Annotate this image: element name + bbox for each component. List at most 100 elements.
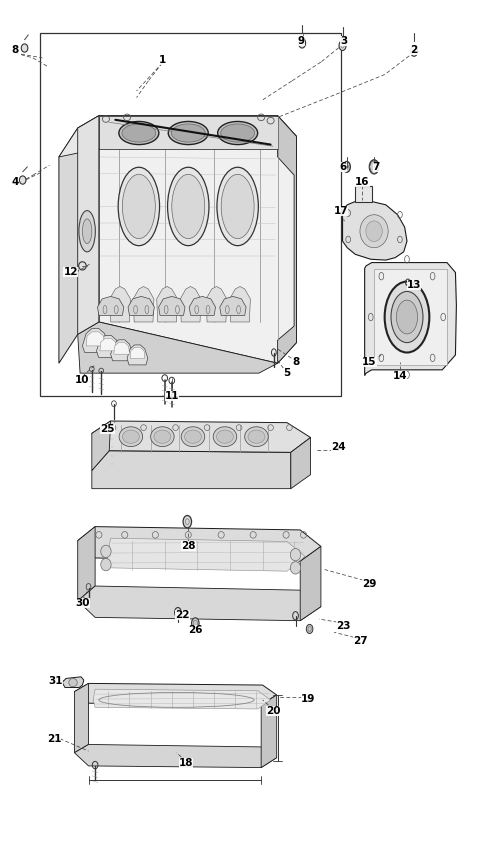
Ellipse shape	[221, 174, 254, 238]
Ellipse shape	[168, 168, 209, 246]
Text: 2: 2	[410, 45, 418, 55]
Text: 5: 5	[283, 368, 291, 378]
Polygon shape	[158, 296, 185, 316]
Ellipse shape	[306, 625, 313, 633]
Ellipse shape	[217, 121, 258, 145]
Ellipse shape	[290, 562, 300, 574]
Text: 15: 15	[362, 357, 377, 366]
Polygon shape	[108, 538, 305, 571]
Polygon shape	[97, 296, 124, 316]
Text: 22: 22	[175, 610, 190, 620]
Polygon shape	[93, 689, 271, 709]
Text: 31: 31	[48, 676, 63, 686]
Ellipse shape	[122, 430, 139, 443]
Text: 27: 27	[353, 637, 367, 647]
Text: 16: 16	[355, 177, 370, 187]
Polygon shape	[74, 744, 276, 768]
Polygon shape	[86, 332, 105, 346]
Ellipse shape	[171, 124, 205, 142]
Text: 24: 24	[332, 442, 346, 452]
Polygon shape	[78, 526, 321, 562]
Ellipse shape	[175, 607, 181, 617]
Text: 14: 14	[393, 370, 407, 381]
Polygon shape	[74, 684, 276, 705]
Polygon shape	[78, 115, 99, 334]
Text: 20: 20	[265, 706, 280, 717]
Polygon shape	[62, 677, 84, 688]
Polygon shape	[99, 115, 297, 363]
Text: 13: 13	[407, 280, 421, 290]
Polygon shape	[59, 115, 99, 363]
Ellipse shape	[69, 679, 77, 687]
Polygon shape	[78, 586, 321, 621]
Text: 6: 6	[340, 162, 347, 172]
Text: 29: 29	[362, 579, 376, 589]
Ellipse shape	[293, 611, 299, 620]
Ellipse shape	[192, 618, 199, 628]
Text: 30: 30	[75, 598, 90, 608]
Text: 8: 8	[293, 357, 300, 366]
Ellipse shape	[151, 427, 174, 446]
Ellipse shape	[366, 221, 382, 242]
Text: 19: 19	[301, 694, 315, 704]
Text: 9: 9	[298, 36, 305, 46]
Polygon shape	[128, 296, 155, 316]
Text: 1: 1	[159, 55, 166, 65]
Ellipse shape	[183, 515, 192, 528]
Ellipse shape	[181, 427, 205, 446]
Polygon shape	[114, 343, 130, 354]
Bar	[355, 186, 372, 202]
Text: 23: 23	[336, 621, 351, 631]
Ellipse shape	[339, 40, 346, 51]
Text: 28: 28	[181, 541, 195, 552]
Ellipse shape	[172, 174, 204, 238]
Text: 26: 26	[188, 625, 203, 635]
Ellipse shape	[343, 162, 350, 173]
Polygon shape	[300, 546, 321, 621]
Ellipse shape	[221, 124, 254, 142]
Polygon shape	[96, 335, 120, 358]
Polygon shape	[180, 286, 201, 322]
Ellipse shape	[101, 545, 111, 557]
Polygon shape	[92, 421, 110, 471]
Polygon shape	[110, 286, 131, 322]
Polygon shape	[277, 115, 297, 363]
Text: 12: 12	[63, 268, 78, 278]
Ellipse shape	[118, 168, 159, 246]
Ellipse shape	[19, 176, 26, 184]
Polygon shape	[99, 115, 277, 149]
Text: 4: 4	[12, 177, 19, 187]
Ellipse shape	[101, 558, 111, 571]
Ellipse shape	[168, 121, 208, 145]
Polygon shape	[127, 345, 148, 365]
Polygon shape	[229, 286, 251, 322]
Ellipse shape	[122, 174, 156, 238]
Polygon shape	[92, 450, 291, 488]
Text: 21: 21	[47, 733, 61, 743]
Ellipse shape	[410, 46, 418, 56]
Ellipse shape	[290, 548, 300, 561]
Polygon shape	[78, 526, 95, 601]
Ellipse shape	[360, 215, 388, 248]
Ellipse shape	[213, 427, 237, 446]
Ellipse shape	[384, 281, 429, 353]
Polygon shape	[365, 263, 456, 376]
Polygon shape	[189, 296, 216, 316]
Ellipse shape	[184, 430, 202, 443]
Polygon shape	[206, 286, 227, 322]
Ellipse shape	[391, 291, 423, 343]
Polygon shape	[291, 438, 311, 488]
Polygon shape	[130, 348, 145, 359]
Polygon shape	[74, 684, 88, 753]
Ellipse shape	[370, 160, 379, 173]
Ellipse shape	[119, 427, 143, 446]
Polygon shape	[59, 115, 297, 157]
Bar	[374, 269, 447, 365]
Polygon shape	[110, 340, 132, 360]
Polygon shape	[220, 296, 246, 316]
Text: 3: 3	[340, 36, 347, 46]
Ellipse shape	[248, 430, 265, 443]
Text: 18: 18	[179, 759, 193, 769]
Text: 11: 11	[165, 392, 179, 402]
Ellipse shape	[83, 219, 92, 243]
